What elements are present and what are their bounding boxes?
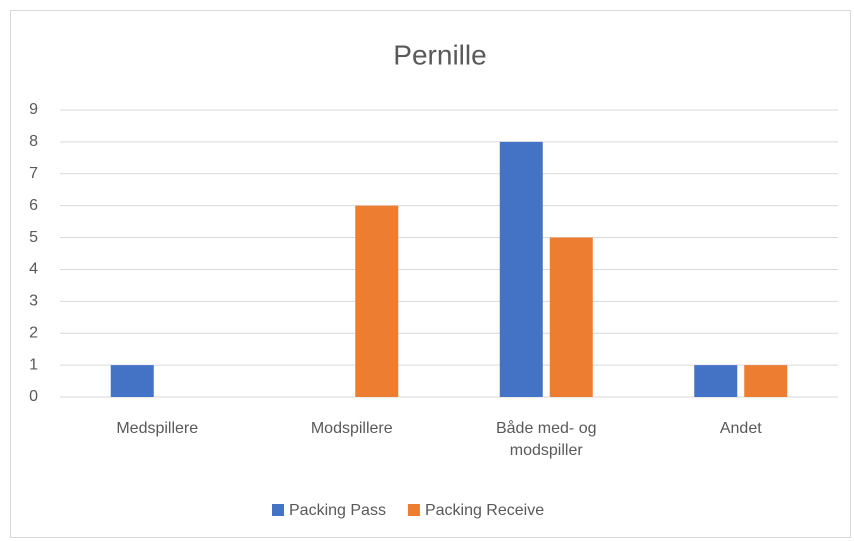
legend-swatch	[407, 504, 420, 516]
bar	[744, 365, 788, 397]
y-tick-label: 6	[29, 197, 38, 214]
y-tick-label: 9	[29, 101, 38, 118]
x-tick-label: Modspillere	[310, 420, 393, 437]
x-tick-label: Andet	[719, 420, 762, 437]
bar	[549, 237, 593, 397]
legend-label: Packing Receive	[425, 502, 544, 519]
bar	[499, 141, 543, 397]
y-tick-label: 7	[29, 165, 38, 182]
y-tick-label: 3	[29, 293, 38, 310]
y-tick-label: 5	[29, 229, 38, 246]
chart-title: Pernille	[393, 39, 486, 70]
legend-swatch	[272, 504, 284, 516]
y-tick-label: 4	[29, 261, 38, 278]
bar	[110, 365, 154, 397]
x-tick-label: Både med- og modspiller	[495, 420, 597, 459]
chart-border	[10, 10, 851, 538]
y-tick-label: 1	[29, 356, 38, 373]
bar	[355, 205, 399, 397]
x-tick-label: Medspillere	[116, 420, 199, 437]
y-tick-label: 8	[29, 133, 38, 150]
legend-label: Packing Pass	[289, 502, 386, 519]
y-tick-label: 2	[29, 324, 38, 341]
bar	[694, 365, 738, 397]
y-tick-label: 0	[29, 388, 38, 405]
